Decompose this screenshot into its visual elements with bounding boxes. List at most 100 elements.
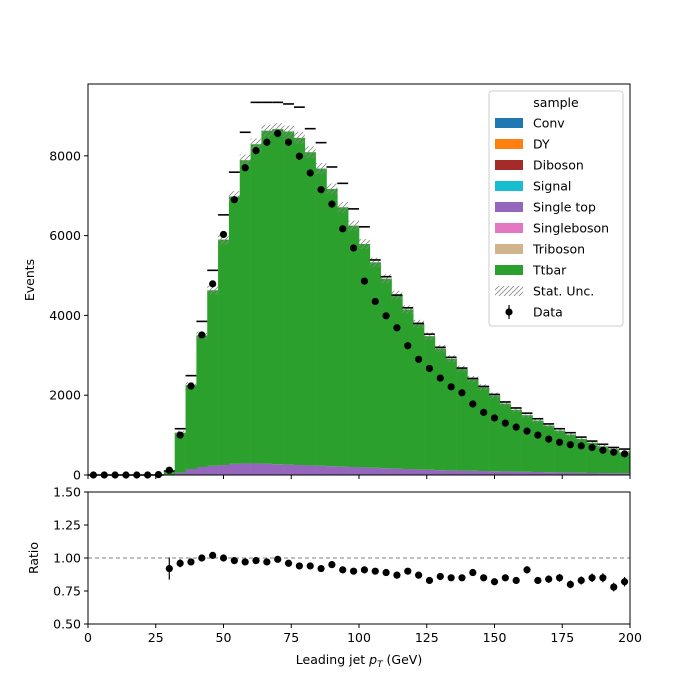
data-point — [415, 355, 423, 363]
stat-unc-band — [543, 423, 555, 428]
x-tick-label: 125 — [415, 630, 439, 645]
ratio-point — [393, 571, 401, 579]
legend-swatch-single-top — [495, 202, 523, 212]
bar-single-top — [608, 473, 620, 475]
bar-single-top — [174, 472, 186, 475]
ratio-point — [360, 566, 369, 574]
ratio-point — [209, 551, 217, 559]
ratio-point — [577, 576, 585, 585]
bar-single-top — [499, 471, 512, 475]
legend-swatch-diboson — [495, 160, 523, 170]
data-point — [187, 382, 195, 390]
ratio-point — [230, 557, 238, 565]
legend-swatch-signal — [495, 181, 523, 191]
data-point — [501, 419, 509, 427]
bar-ttbar — [218, 239, 230, 466]
ratio-point — [555, 574, 564, 582]
stat-unc-band — [272, 123, 284, 136]
bar-ttbar — [489, 395, 501, 472]
data-point — [436, 374, 444, 382]
bar-single-top — [304, 465, 316, 475]
bar-single-top — [586, 473, 598, 475]
ratio-point — [252, 557, 260, 565]
bar-ttbar — [185, 385, 197, 470]
legend-swatch-ttbar — [495, 265, 523, 275]
ratio-point — [545, 575, 553, 583]
stat-unc-band — [575, 436, 587, 441]
legend-label-diboson: Diboson — [533, 158, 584, 173]
bar-ttbar — [434, 348, 447, 471]
bar-single-top — [456, 470, 468, 475]
ratio-point — [415, 571, 423, 579]
stat-unc-band — [369, 257, 381, 268]
legend-entries: Conv DY Diboson Signal Single top Singleboson… — [495, 116, 609, 320]
data-point — [165, 466, 173, 474]
data-point — [349, 244, 358, 252]
bar-ttbar — [196, 335, 208, 468]
stat-unc-band — [218, 234, 229, 245]
y-axis-label: Events — [22, 259, 37, 301]
ratio-point — [523, 566, 531, 574]
ratio-point — [382, 568, 390, 577]
bar-ttbar — [467, 379, 479, 471]
data-point — [620, 450, 629, 458]
legend-label-triboson: Triboson — [532, 242, 585, 257]
bar-ttbar — [293, 137, 306, 466]
x-ticks: 0 25 50 75 100 125 150 175 200 — [84, 624, 642, 645]
bar-single-top — [185, 469, 197, 475]
ratio-tick-label: 1.00 — [53, 551, 81, 566]
data-point — [555, 438, 564, 446]
bar-single-top — [196, 467, 208, 475]
data-point — [566, 441, 574, 449]
stat-unc-band — [250, 138, 262, 151]
bar-single-top — [510, 471, 522, 475]
data-point — [490, 414, 499, 422]
data-point — [545, 435, 553, 443]
data-point — [230, 196, 238, 204]
stat-unc-band — [207, 285, 219, 295]
data-point — [339, 225, 347, 233]
x-tick-label: 200 — [618, 630, 642, 645]
ratio-point — [274, 555, 282, 563]
ratio-point — [198, 554, 206, 562]
data-point — [252, 147, 260, 155]
bar-ttbar — [619, 452, 631, 474]
bar-ttbar — [586, 442, 598, 474]
bar-ttbar — [499, 403, 512, 472]
bar-single-top — [521, 471, 533, 475]
data-point — [599, 446, 607, 454]
ratio-point — [425, 576, 434, 585]
bar-single-top — [575, 472, 587, 475]
bar-single-top — [272, 464, 284, 475]
data-point — [317, 186, 325, 194]
bar-single-top — [543, 472, 555, 475]
ratio-point — [599, 574, 607, 582]
bar-ttbar — [359, 243, 371, 468]
stack-layer — [163, 123, 631, 475]
legend-label-single-top: Single top — [533, 200, 596, 215]
bar-single-top — [380, 468, 392, 475]
legend-label-ttbar: Ttbar — [532, 263, 567, 278]
data-point — [209, 280, 217, 288]
x-axis-label-p: p — [368, 652, 377, 667]
stat-unc-band — [326, 183, 338, 195]
bar-single-top — [207, 465, 219, 475]
legend-swatch-triboson — [495, 244, 523, 254]
bar-single-top — [445, 470, 457, 475]
bar-ttbar — [575, 438, 587, 473]
ratio-point — [501, 574, 509, 582]
ratio-tick-label: 0.50 — [53, 617, 81, 632]
data-point — [274, 129, 282, 138]
data-point — [610, 448, 618, 456]
ratio-point — [317, 564, 325, 573]
x-tick-label: 75 — [283, 630, 299, 645]
data-point — [534, 431, 542, 439]
data-point — [263, 138, 271, 146]
ratio-point — [490, 578, 499, 586]
ratio-tick-label: 1.50 — [53, 485, 81, 500]
bar-ttbar — [445, 358, 457, 471]
bar-single-top — [467, 470, 479, 475]
bar-ttbar — [608, 449, 620, 474]
bar-single-top — [250, 463, 262, 475]
